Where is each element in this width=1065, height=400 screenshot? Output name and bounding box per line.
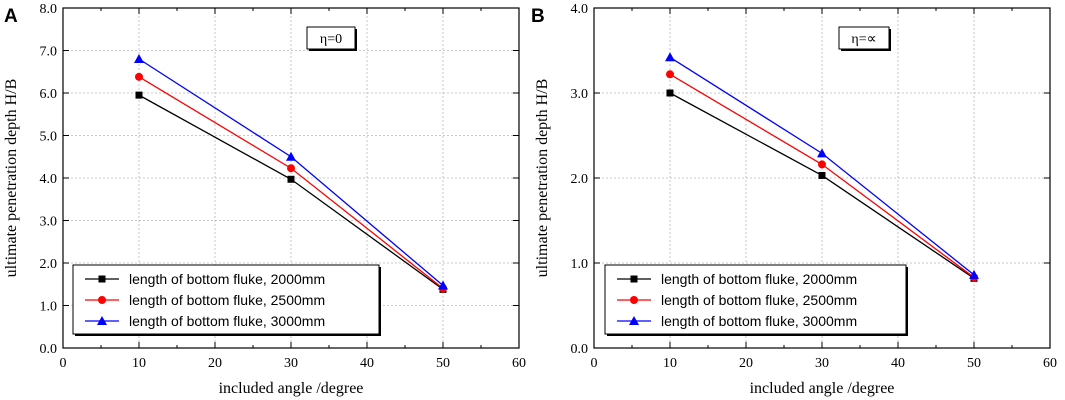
y-tick-label: 3.0 [571,87,589,102]
legend-marker [97,316,107,325]
data-point [818,160,826,169]
data-point [287,175,295,183]
data-point [818,171,826,179]
eta-annotation: η=∝ [838,26,891,51]
chart-panel-a: 0 10 20 30 40 50 60 0.0 1.0 2.0 3.0 4.0 5.0 6.0 7.0 8.0… [3,2,526,397]
y-tick-label: 1.0 [571,257,589,272]
data-point [287,164,295,173]
legend-box [604,264,907,335]
x-tick-label: 0 [591,356,598,371]
annotation-box [306,26,356,50]
y-tick-label: 4.0 [571,2,589,17]
y-tick-label: 4.0 [40,172,58,187]
x-tick-label: 60 [512,356,526,371]
legend-marker [629,316,639,325]
legend-marker [630,296,638,304]
data-point [666,89,674,97]
y-tick-label: 5.0 [40,130,58,145]
data-point [135,91,143,99]
data-point [817,148,827,158]
y-tick-label: 6.0 [40,87,58,102]
x-tick-label: 10 [132,356,146,371]
data-point [438,280,448,290]
y-axis-title: ultimate penetration depth H/B [534,79,551,278]
y-tick-label: 0.0 [571,342,589,357]
x-tick-label: 0 [60,356,67,371]
legend-marker [98,296,106,304]
panel-label: B [531,6,545,27]
annotation-text: η=∝ [851,32,876,47]
annotation-text: η=0 [320,32,342,47]
y-axis-title: ultimate penetration depth H/B [3,79,20,278]
legend-label: length of bottom fluke, 3000mm [661,313,857,329]
gridlines [594,8,1050,348]
x-tick-label: 60 [1043,356,1057,371]
y-tick-label: 3.0 [40,215,58,230]
series-triangle [134,54,448,290]
x-tick-label: 30 [815,356,829,371]
data-point [665,52,675,62]
x-tick-label: 20 [208,356,222,371]
chart-panel-b: 0 10 20 30 40 50 60 0.0 1.0 2.0 3.0 4.0 included ang… [531,2,1057,397]
x-tick-label: 50 [967,356,981,371]
x-tick-label: 40 [891,356,905,371]
legend-label: length of bottom fluke, 3000mm [129,313,325,329]
legend-label: length of bottom fluke, 2500mm [129,292,325,308]
data-point [286,151,296,161]
legend-label: length of bottom fluke, 2500mm [661,292,857,308]
x-tick-label: 10 [663,356,677,371]
eta-annotation: η=0 [306,26,357,51]
y-tick-label: 2.0 [40,257,58,272]
panel-label: A [4,6,18,27]
legend-marker [98,275,106,283]
annotation-box [838,26,890,50]
y-tick-label: 7.0 [40,45,58,60]
y-tick-label: 1.0 [40,300,58,315]
x-tick-label: 50 [436,356,450,371]
legend: length of bottom fluke, 2000mm length of … [604,264,908,336]
data-point [134,54,144,63]
data-point [135,72,143,81]
legend-box [72,264,380,335]
y-tick-label: 2.0 [571,172,589,187]
data-point [969,269,979,279]
legend-marker [630,275,638,283]
y-tick-label: 0.0 [40,342,58,357]
x-axis-title: included angle /degree [219,380,364,397]
legend: length of bottom fluke, 2000mm length of … [72,264,381,336]
legend-label: length of bottom fluke, 2000mm [661,271,857,287]
x-axis-title: included angle /degree [750,380,895,397]
y-tick-label: 8.0 [40,2,58,17]
series-circle [135,72,447,293]
x-tick-label: 20 [739,356,753,371]
series-triangle [665,52,979,279]
data-point [666,70,674,79]
x-tick-label: 40 [360,356,374,371]
x-tick-label: 30 [284,356,298,371]
legend-label: length of bottom fluke, 2000mm [129,271,325,287]
